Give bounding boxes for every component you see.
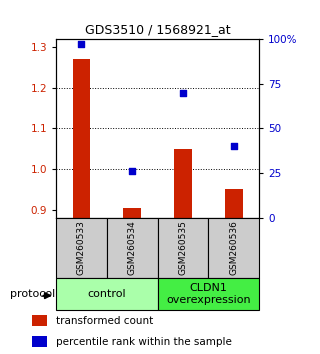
Text: GSM260533: GSM260533: [77, 220, 86, 275]
Bar: [225, 189, 243, 218]
Bar: [123, 207, 141, 218]
Text: GSM260535: GSM260535: [179, 220, 188, 275]
Bar: [32, 315, 47, 326]
Text: percentile rank within the sample: percentile rank within the sample: [56, 337, 232, 347]
Bar: [73, 59, 90, 218]
Point: [231, 143, 236, 149]
Bar: [32, 336, 47, 348]
Text: transformed count: transformed count: [56, 316, 153, 326]
Bar: [158, 218, 208, 278]
Point: [79, 41, 84, 47]
Bar: [158, 278, 259, 310]
Text: CLDN1
overexpression: CLDN1 overexpression: [166, 283, 251, 305]
Point: [180, 90, 186, 96]
Title: GDS3510 / 1568921_at: GDS3510 / 1568921_at: [85, 23, 230, 36]
Point: [130, 169, 135, 174]
Bar: [56, 218, 107, 278]
Text: GSM260536: GSM260536: [229, 220, 238, 275]
Bar: [107, 218, 158, 278]
Text: GSM260534: GSM260534: [128, 221, 137, 275]
Text: protocol: protocol: [10, 289, 55, 299]
Bar: [174, 149, 192, 218]
Bar: [56, 278, 158, 310]
Text: control: control: [87, 289, 126, 299]
Bar: [208, 218, 259, 278]
